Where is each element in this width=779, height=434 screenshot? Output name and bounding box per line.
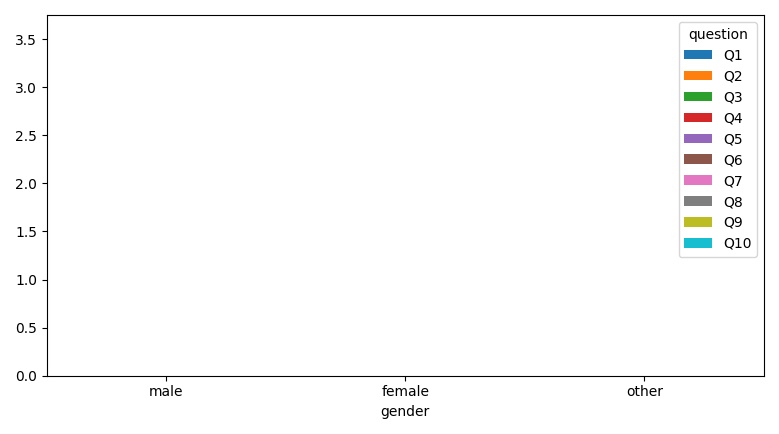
X-axis label: gender: gender: [381, 405, 430, 419]
Legend: Q1, Q2, Q3, Q4, Q5, Q6, Q7, Q8, Q9, Q10: Q1, Q2, Q3, Q4, Q5, Q6, Q7, Q8, Q9, Q10: [679, 22, 757, 256]
